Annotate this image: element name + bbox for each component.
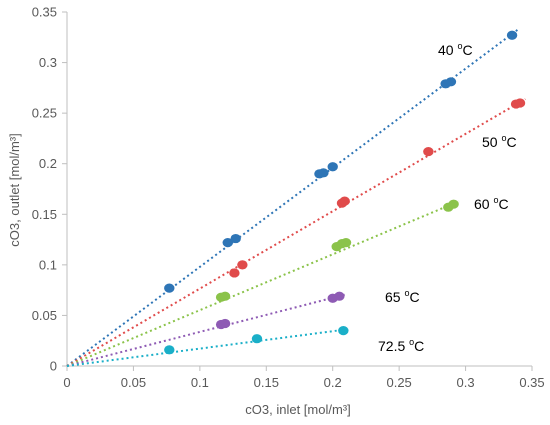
y-tick-label: 0.2 [39, 156, 57, 171]
y-tick-label: 0 [50, 359, 57, 374]
data-points [164, 30, 526, 355]
data-point [445, 77, 457, 87]
data-point [219, 318, 231, 329]
data-point [222, 238, 233, 248]
data-point [229, 268, 240, 278]
y-tick-label: 0.15 [32, 207, 57, 222]
data-point [339, 196, 350, 206]
data-point [340, 238, 352, 248]
data-point [327, 162, 338, 172]
y-tick-label: 0.3 [39, 55, 57, 70]
data-point [338, 326, 349, 336]
data-point [237, 260, 248, 270]
x-tick-label: 0 [63, 375, 70, 390]
data-point [318, 168, 329, 178]
y-tick-label: 0.25 [32, 106, 57, 121]
series-label: 65 oC [385, 288, 420, 305]
x-tick-label: 0.35 [519, 375, 544, 390]
x-tick-label: 0.3 [457, 375, 475, 390]
series-label: 40 oC [438, 41, 473, 58]
series-label: 50 oC [482, 133, 517, 150]
x-tick-label: 0.15 [254, 375, 279, 390]
trendlines [66, 29, 526, 367]
data-point [251, 334, 263, 344]
x-tick-label: 0.2 [324, 375, 342, 390]
data-point [506, 30, 518, 40]
x-tick-label: 0.1 [191, 375, 209, 390]
x-axis-title: cO3, inlet [mol/m³] [245, 402, 350, 417]
y-tick-label: 0.05 [32, 308, 57, 323]
trendline [66, 29, 518, 367]
data-point [423, 146, 434, 157]
series-label: 60 oC [474, 195, 509, 212]
x-tick-label: 0.25 [386, 375, 411, 390]
data-point [448, 199, 459, 209]
x-tick-label: 0.05 [121, 375, 146, 390]
trendline [66, 98, 526, 367]
axes: 0 0.05 0.1 0.15 0.2 0.25 0.3 0.35 0 0.05 0.1 0.15 0.… [32, 5, 545, 391]
trendline [66, 293, 345, 367]
trendline [66, 200, 460, 367]
y-tick-label: 0.35 [32, 5, 57, 20]
data-point [514, 98, 526, 108]
series-labels: 40 oC 50 oC 60 oC 65 oC 72.5 oC [378, 41, 517, 354]
data-point [334, 291, 345, 301]
data-point [219, 291, 231, 301]
trendline [66, 328, 349, 367]
series-label: 72.5 oC [378, 337, 424, 354]
y-axis-title: cO3, outlet [mol/m³] [7, 133, 22, 246]
data-point [164, 345, 175, 355]
data-point [164, 283, 175, 293]
y-tick-label: 0.1 [39, 257, 57, 272]
data-point [230, 233, 241, 244]
